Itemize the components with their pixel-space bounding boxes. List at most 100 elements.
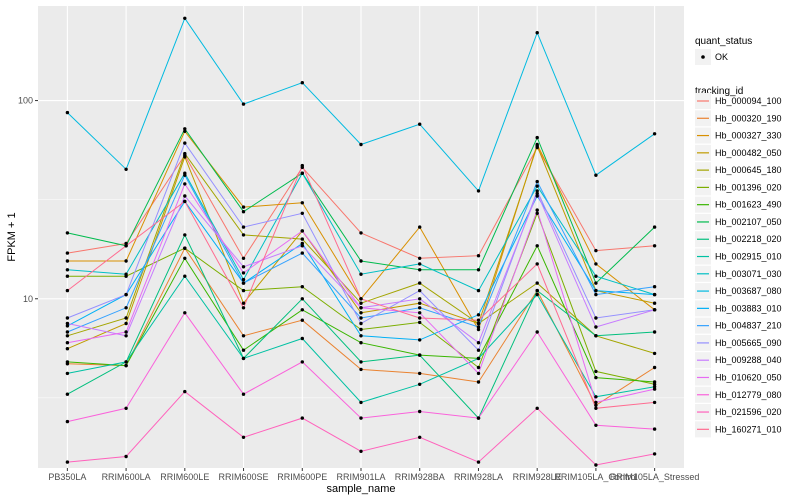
data-point-Hb_001396_020-7 <box>476 365 481 370</box>
data-point-Hb_012779_080-4 <box>300 360 304 364</box>
color-legend-label-Hb_002218_020: Hb_002218_020 <box>715 234 782 244</box>
data-point-Hb_021596_020-2 <box>183 389 187 394</box>
data-point-Hb_003071_030-7 <box>476 288 481 293</box>
color-legend-items: Hb_000094_100 Hb_000320_190 Hb_000327_330 H… <box>695 93 782 438</box>
data-point-Hb_001396_020-8 <box>535 211 539 215</box>
data-point-Hb_002107_050-8 <box>535 135 539 140</box>
color-legend-label-Hb_000320_190: Hb_000320_190 <box>715 113 782 123</box>
data-point-Hb_002218_020-0 <box>65 392 70 396</box>
color-legend-label-Hb_000645_180: Hb_000645_180 <box>715 165 782 175</box>
data-point-Hb_003071_030-6 <box>418 262 422 266</box>
data-point-Hb_000094_100-6 <box>418 256 422 260</box>
data-point-Hb_010620_050-2 <box>183 182 187 186</box>
data-point-Hb_003883_010-10 <box>652 292 657 297</box>
data-point-Hb_002915_010-0 <box>65 371 70 376</box>
data-point-Hb_010620_050-8 <box>535 208 539 212</box>
data-point-Hb_000094_100-7 <box>476 254 481 258</box>
data-point-Hb_004837_210-4 <box>300 251 304 255</box>
shape-legend-point-0 <box>701 55 705 59</box>
data-point-Hb_012779_080-6 <box>418 409 422 414</box>
data-point-Hb_000094_100-5 <box>359 231 363 235</box>
x-axis-title: sample_name <box>326 483 395 495</box>
data-point-Hb_002107_050-2 <box>183 127 187 131</box>
data-point-Hb_012779_080-10 <box>652 427 657 431</box>
y-tick-label-1: 100 <box>18 96 33 106</box>
color-legend-label-Hb_001396_020: Hb_001396_020 <box>715 182 782 192</box>
data-point-Hb_021596_020-9 <box>594 463 598 467</box>
data-point-Hb_001623_490-5 <box>359 341 363 345</box>
data-point-Hb_003687_080-2 <box>183 16 187 20</box>
data-point-Hb_004837_210-1 <box>124 306 128 310</box>
data-point-Hb_021596_020-1 <box>124 454 128 459</box>
y-axis-title: FPKM + 1 <box>6 212 18 261</box>
data-point-Hb_001623_490-1 <box>124 363 128 368</box>
data-point-Hb_160271_010-0 <box>65 288 70 293</box>
data-point-Hb_000320_190-4 <box>300 318 304 322</box>
shape-legend-title: quant_status <box>695 36 752 47</box>
data-point-Hb_002915_010-2 <box>183 274 187 278</box>
data-point-Hb_001623_490-2 <box>183 256 187 260</box>
data-point-Hb_021596_020-7 <box>476 460 481 464</box>
data-point-Hb_012779_080-0 <box>65 419 70 424</box>
x-tick-label-10: RRIM105LA_Stressed <box>610 472 700 482</box>
color-legend-label-Hb_002915_010: Hb_002915_010 <box>715 252 782 262</box>
data-point-Hb_000482_050-3 <box>241 301 246 305</box>
data-point-Hb_002915_010-4 <box>300 336 304 341</box>
data-point-Hb_021596_020-6 <box>418 435 422 439</box>
data-point-Hb_021596_020-8 <box>535 406 539 410</box>
data-point-Hb_000327_330-7 <box>476 327 481 332</box>
data-point-Hb_012779_080-7 <box>476 416 481 420</box>
data-point-Hb_010620_050-1 <box>124 330 128 334</box>
color-legend-label-Hb_001623_490: Hb_001623_490 <box>715 200 782 210</box>
data-point-Hb_000645_180-10 <box>652 351 657 356</box>
data-point-Hb_000482_050-1 <box>124 321 128 326</box>
data-point-Hb_003883_010-6 <box>418 338 422 342</box>
x-tick-label-4: RRIM600PE <box>277 472 327 482</box>
data-point-Hb_005665_090-1 <box>124 292 128 297</box>
data-point-Hb_005665_090-6 <box>418 288 422 293</box>
data-point-Hb_000645_180-5 <box>359 301 363 305</box>
data-point-Hb_021596_020-0 <box>65 460 70 464</box>
data-point-Hb_002218_020-8 <box>535 288 539 293</box>
data-point-Hb_003883_010-8 <box>535 194 539 198</box>
data-point-Hb_001623_490-4 <box>300 308 304 312</box>
data-point-Hb_000094_100-10 <box>652 244 657 248</box>
data-point-Hb_009288_040-10 <box>652 308 657 312</box>
data-point-Hb_003071_030-8 <box>535 184 539 188</box>
data-point-Hb_000320_190-7 <box>476 380 481 384</box>
data-point-Hb_000645_180-0 <box>65 334 70 338</box>
data-point-Hb_160271_010-5 <box>359 297 363 301</box>
data-point-Hb_003687_080-8 <box>535 31 539 35</box>
data-point-Hb_000482_050-8 <box>535 144 539 148</box>
data-point-Hb_000327_330-1 <box>124 259 128 263</box>
color-legend-label-Hb_002107_050: Hb_002107_050 <box>715 217 782 227</box>
data-point-Hb_004837_210-10 <box>652 285 657 289</box>
shape-legend-items: OK <box>695 49 728 65</box>
data-point-Hb_003071_030-3 <box>241 277 246 282</box>
data-point-Hb_021596_020-4 <box>300 416 304 420</box>
data-point-Hb_010620_050-10 <box>652 387 657 391</box>
data-point-Hb_003687_080-4 <box>300 81 304 85</box>
data-point-Hb_002218_020-9 <box>594 334 598 338</box>
x-axis: PB350LA RRIM600LA RRIM600LE RRIM600SE RRIM60… <box>48 468 699 482</box>
data-point-Hb_010620_050-5 <box>359 306 363 310</box>
data-point-Hb_003071_030-1 <box>124 272 128 276</box>
data-point-Hb_002915_010-5 <box>359 400 363 405</box>
data-point-Hb_001396_020-9 <box>594 369 598 374</box>
data-point-Hb_002218_020-5 <box>359 360 363 364</box>
color-legend-label-Hb_021596_020: Hb_021596_020 <box>715 407 782 417</box>
color-legend-label-Hb_004837_210: Hb_004837_210 <box>715 321 782 331</box>
data-point-Hb_002915_010-3 <box>241 356 246 361</box>
data-point-Hb_000645_180-1 <box>124 316 128 320</box>
data-point-Hb_003687_080-1 <box>124 167 128 171</box>
data-point-Hb_000645_180-4 <box>300 237 304 241</box>
data-point-Hb_005665_090-9 <box>594 316 598 320</box>
data-point-Hb_004837_210-8 <box>535 179 539 184</box>
data-point-Hb_010620_050-6 <box>418 311 422 315</box>
data-point-Hb_000645_180-6 <box>418 281 422 285</box>
data-point-Hb_000320_190-3 <box>241 334 246 338</box>
data-point-Hb_012779_080-2 <box>183 311 187 315</box>
data-point-Hb_005665_090-0 <box>65 316 70 320</box>
